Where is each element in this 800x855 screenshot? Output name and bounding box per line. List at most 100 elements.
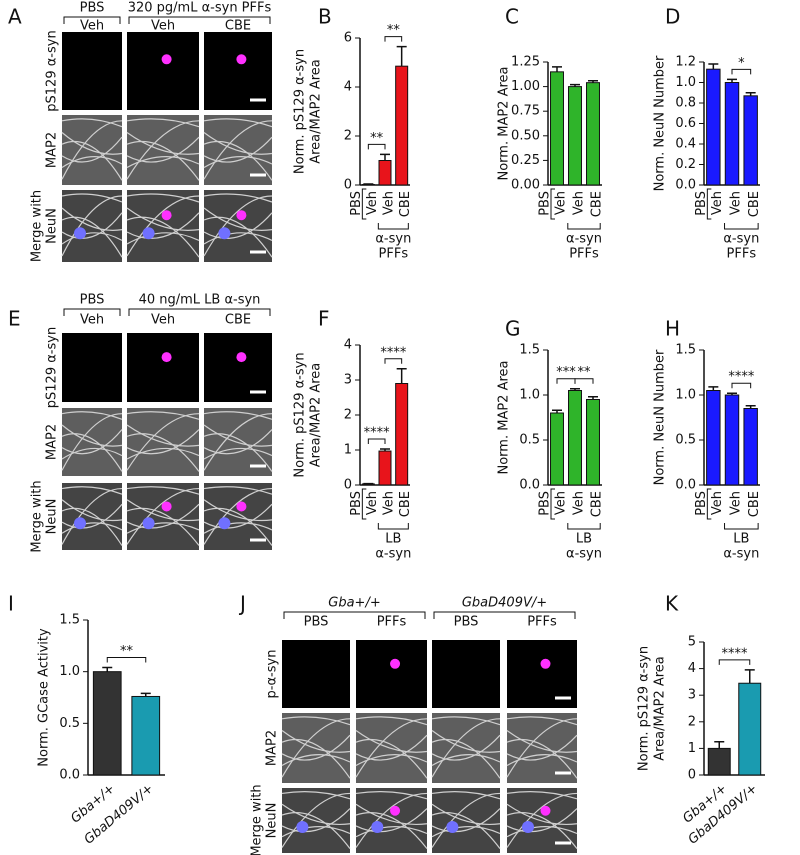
row-label: NeuN bbox=[45, 499, 60, 535]
neurite bbox=[506, 808, 578, 833]
error-bar bbox=[380, 153, 390, 161]
neurite bbox=[355, 812, 428, 850]
bar bbox=[550, 412, 564, 486]
neurite bbox=[355, 808, 428, 833]
neurite bbox=[203, 499, 273, 522]
group-bracket bbox=[361, 188, 367, 220]
group-label: PBS bbox=[538, 191, 553, 216]
group-label: α-syn bbox=[723, 547, 759, 562]
neurite bbox=[126, 212, 200, 239]
y-tick-label: 1 bbox=[688, 741, 696, 756]
column-header: Veh bbox=[80, 313, 104, 328]
nucleus bbox=[74, 227, 86, 240]
cell bbox=[390, 805, 401, 816]
neurite bbox=[431, 812, 501, 850]
x-tick-label: Veh bbox=[710, 191, 725, 215]
error-bar bbox=[396, 368, 407, 384]
neurite bbox=[61, 507, 123, 546]
error-bar bbox=[570, 387, 580, 391]
neurite bbox=[126, 487, 200, 545]
row-label: MAP2 bbox=[45, 132, 60, 168]
neurite bbox=[203, 433, 273, 472]
header-bracket bbox=[128, 16, 271, 24]
group-label: LB bbox=[733, 532, 749, 547]
neurite bbox=[61, 118, 123, 128]
micrograph bbox=[356, 640, 427, 708]
neurite bbox=[431, 791, 501, 800]
significance-label: **** bbox=[364, 425, 391, 440]
neurite bbox=[203, 424, 273, 447]
significance-bracket bbox=[367, 143, 386, 150]
error-bar bbox=[588, 396, 598, 400]
significance-label: **** bbox=[728, 370, 755, 385]
significance-bracket bbox=[731, 382, 752, 389]
error-bar bbox=[714, 741, 725, 749]
y-tick-label: 0 bbox=[688, 768, 696, 783]
x-tick-label: Veh bbox=[365, 491, 380, 515]
panel-label: K bbox=[665, 592, 679, 616]
neurite bbox=[203, 232, 273, 245]
x-tick-label: Veh bbox=[729, 191, 744, 215]
y-tick-label: 0.0 bbox=[59, 768, 80, 783]
y-axis-label: Norm. MAP2 Area bbox=[497, 361, 512, 475]
y-tick-label: 1.0 bbox=[675, 388, 696, 403]
neurite bbox=[281, 803, 351, 825]
neurite bbox=[126, 136, 200, 163]
neurite bbox=[355, 730, 428, 753]
error-bar bbox=[727, 392, 737, 395]
group-bracket bbox=[567, 223, 601, 230]
bar bbox=[568, 86, 582, 186]
y-tick-label: 4 bbox=[344, 338, 352, 353]
y-tick-label: 0.5 bbox=[675, 433, 696, 448]
cell bbox=[236, 352, 247, 363]
significance-bracket bbox=[106, 657, 147, 663]
neurite bbox=[506, 826, 578, 838]
cell bbox=[161, 210, 172, 221]
cell bbox=[161, 54, 172, 65]
y-tick-label: 1.0 bbox=[59, 664, 80, 679]
cell bbox=[236, 54, 247, 65]
y-tick-label: 0.6 bbox=[675, 116, 696, 131]
row-label: p-α-syn bbox=[265, 650, 280, 699]
y-axis-label: Area/MAP2 Area bbox=[653, 656, 668, 761]
nucleus bbox=[218, 227, 231, 240]
neurite bbox=[506, 738, 578, 779]
bar bbox=[743, 408, 758, 486]
row-label: MAP2 bbox=[265, 730, 280, 766]
bar bbox=[378, 450, 392, 486]
neurite bbox=[355, 803, 428, 825]
group-bracket bbox=[550, 488, 555, 520]
y-tick-label: 0.5 bbox=[519, 433, 540, 448]
x-tick-label: CBE bbox=[590, 191, 605, 217]
significance-bracket bbox=[718, 659, 751, 665]
column-header: PFFs bbox=[527, 615, 557, 630]
error-bar bbox=[745, 405, 756, 409]
y-tick-label: 0.0 bbox=[675, 178, 696, 193]
neurite bbox=[281, 734, 351, 761]
neurite bbox=[281, 826, 351, 838]
y-axis-label: Norm. pS129 α-syn bbox=[637, 646, 652, 771]
y-axis-label: Norm. pS129 α-syn bbox=[293, 49, 308, 174]
significance-label: ** bbox=[370, 131, 384, 146]
nucleus bbox=[296, 821, 309, 833]
neurite bbox=[203, 486, 273, 495]
error-bar bbox=[570, 83, 580, 87]
y-tick-label: 1.0 bbox=[519, 388, 540, 403]
neurite bbox=[203, 195, 273, 257]
significance-label: **** bbox=[380, 345, 407, 360]
panel-label: E bbox=[8, 307, 21, 331]
micrograph bbox=[62, 333, 122, 402]
bar bbox=[131, 695, 161, 776]
significance-label: ** bbox=[387, 23, 401, 38]
neurite bbox=[61, 499, 123, 522]
error-bar bbox=[396, 45, 407, 67]
neurite bbox=[126, 424, 200, 447]
y-tick-label: 4 bbox=[688, 661, 696, 676]
x-tick-label: CBE bbox=[747, 491, 762, 517]
y-axis-label: Norm. MAP2 Area bbox=[497, 67, 512, 181]
y-tick-label: 0.25 bbox=[511, 153, 540, 168]
bar bbox=[586, 82, 600, 186]
row-label: Merge with bbox=[250, 784, 265, 855]
group-label: α-syn bbox=[566, 232, 602, 247]
y-tick-label: 2 bbox=[688, 714, 696, 729]
